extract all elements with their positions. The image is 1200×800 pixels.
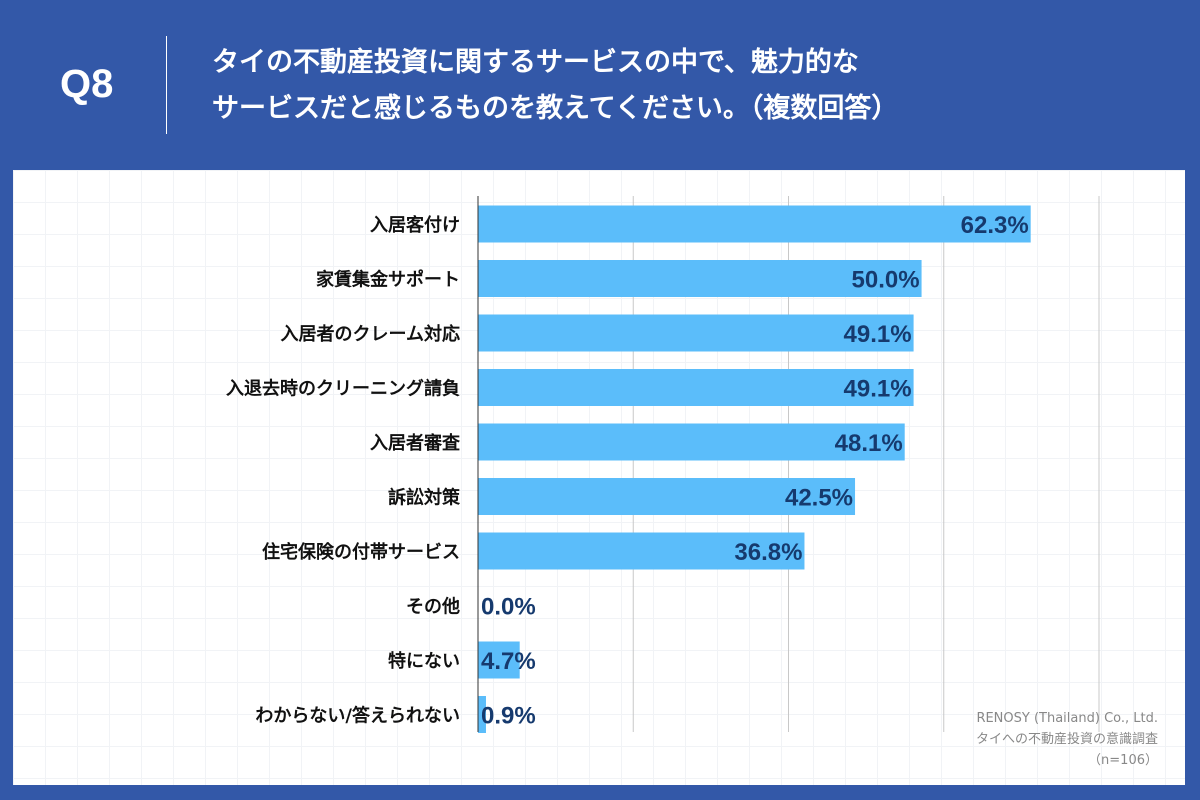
category-label: 入退去時のクリーニング請負 xyxy=(226,378,460,400)
header-divider xyxy=(166,36,167,134)
bar xyxy=(478,260,922,297)
bar xyxy=(478,369,914,406)
question-title: タイの不動産投資に関するサービスの中で、魅力的な サービスだと感じるものを教えて… xyxy=(212,40,898,132)
bar xyxy=(478,641,520,679)
bar xyxy=(478,478,856,515)
value-label: 49.1% xyxy=(844,321,912,348)
question-number: Q8 xyxy=(60,62,114,106)
value-label: 36.8% xyxy=(734,539,802,566)
bar xyxy=(478,696,486,733)
category-label: 家賃集金サポート xyxy=(316,269,460,291)
category-label: 入居者審査 xyxy=(370,432,460,454)
category-label: わからない/答えられない xyxy=(255,705,460,727)
value-label: 49.1% xyxy=(844,376,912,403)
category-label: その他 xyxy=(406,596,460,618)
category-label: 入居客付け xyxy=(370,214,460,236)
source-survey: タイへの不動産投資の意識調査 xyxy=(975,732,1158,747)
value-label: 48.1% xyxy=(835,430,903,457)
value-label: 50.0% xyxy=(852,267,920,294)
category-label: 訴訟対策 xyxy=(388,487,461,509)
value-label: 0.9% xyxy=(481,703,536,730)
bar xyxy=(478,423,905,461)
category-label: 入居者のクレーム対応 xyxy=(281,323,460,345)
value-label: 0.0% xyxy=(481,594,536,621)
bar xyxy=(478,532,805,570)
value-label: 4.7% xyxy=(481,648,536,675)
source-sample: （n=106） xyxy=(1088,753,1158,768)
title-line-1: タイの不動産投資に関するサービスの中で、魅力的な xyxy=(212,47,859,78)
bar xyxy=(478,205,1031,243)
value-label: 42.5% xyxy=(785,485,853,512)
category-label: 特にない xyxy=(388,650,460,672)
value-label: 62.3% xyxy=(961,212,1029,239)
title-line-2: サービスだと感じるものを教えてください。（複数回答） xyxy=(212,93,899,124)
category-label: 住宅保険の付帯サービス xyxy=(262,541,460,563)
bar xyxy=(478,314,914,352)
source-company: RENOSY (Thailand) Co., Ltd. xyxy=(976,711,1158,726)
source-note: RENOSY (Thailand) Co., Ltd. タイへの不動産投資の意識… xyxy=(976,708,1158,771)
